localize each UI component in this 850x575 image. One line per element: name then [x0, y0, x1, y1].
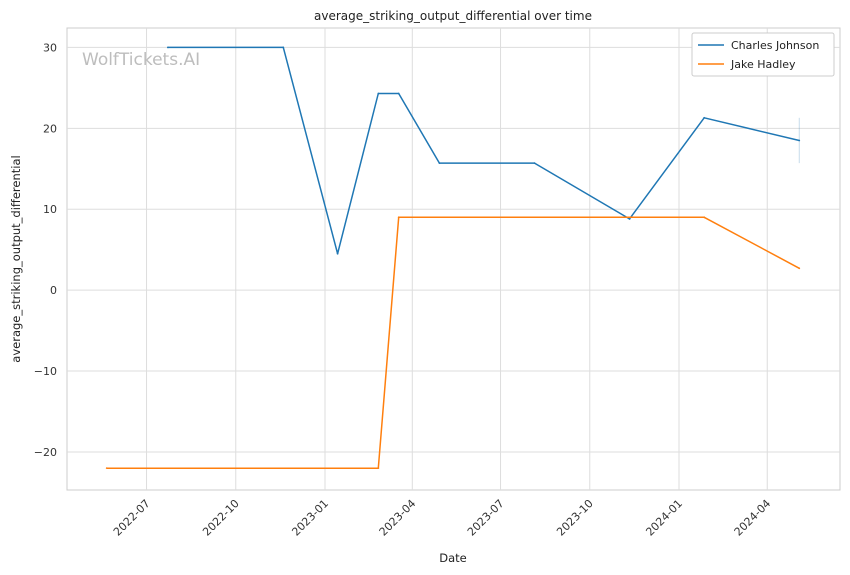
data-point — [397, 92, 400, 95]
x-tick-label: 2023-07 — [465, 497, 507, 539]
data-point — [703, 216, 706, 219]
data-point — [703, 116, 706, 119]
data-point — [282, 46, 285, 49]
y-tick-label: 30 — [43, 41, 57, 54]
y-tick-label: 0 — [50, 284, 57, 297]
data-point — [628, 218, 631, 220]
data-point — [533, 162, 536, 165]
data-point — [798, 267, 801, 270]
series-line-charles-johnson — [167, 46, 800, 255]
data-point — [336, 252, 339, 255]
series-layer — [105, 46, 801, 470]
legend-box — [691, 32, 835, 77]
plot-area — [66, 27, 841, 491]
chart-title: average_striking_output_differential ove… — [314, 9, 592, 23]
x-axis-label: Date — [439, 551, 467, 565]
data-point — [397, 216, 400, 219]
data-point — [438, 162, 441, 165]
data-point — [377, 92, 380, 95]
watermark-text: WolfTickets.AI — [82, 50, 200, 70]
x-tick-label: 2024-04 — [732, 497, 774, 539]
grid — [67, 28, 840, 490]
y-axis-ticks: 30 20 10 0 −10 −20 — [34, 41, 57, 459]
x-tick-label: 2023-10 — [554, 497, 596, 539]
x-tick-label: 2023-04 — [377, 497, 419, 539]
data-point — [377, 467, 380, 470]
x-tick-label: 2023-01 — [289, 497, 331, 539]
y-tick-label: −20 — [34, 446, 57, 459]
legend-label-charles-johnson: Charles Johnson — [731, 39, 819, 52]
data-point — [798, 139, 801, 142]
data-point — [166, 46, 169, 49]
legend: Charles Johnson Jake Hadley — [691, 32, 835, 77]
x-tick-label: 2022-07 — [111, 497, 153, 539]
legend-label-jake-hadley: Jake Hadley — [730, 58, 796, 71]
x-axis-ticks: 2022-07 2022-10 2023-01 2023-04 2023-07 2023-… — [111, 497, 773, 539]
y-tick-label: −10 — [34, 365, 57, 378]
x-tick-label: 2022-10 — [200, 497, 242, 539]
y-tick-label: 10 — [43, 203, 57, 216]
y-axis-label: average_striking_output_differential — [9, 155, 23, 362]
data-point — [105, 467, 108, 470]
x-tick-label: 2024-01 — [643, 497, 685, 539]
y-tick-label: 20 — [43, 122, 57, 135]
